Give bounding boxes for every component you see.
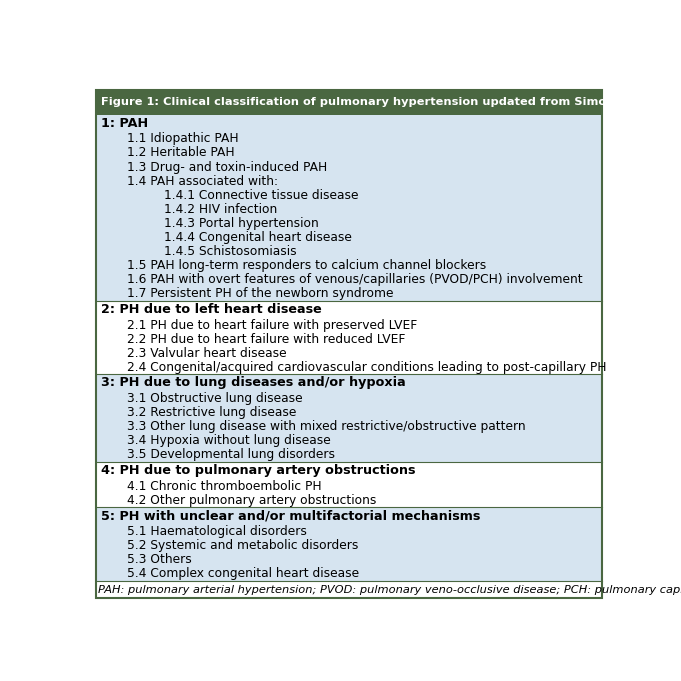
Text: 1.4.2 HIV infection: 1.4.2 HIV infection [164,203,278,216]
FancyBboxPatch shape [95,375,602,462]
Text: 1.4.1 Connective tissue disease: 1.4.1 Connective tissue disease [164,189,359,202]
Text: 3.5 Developmental lung disorders: 3.5 Developmental lung disorders [127,449,335,462]
Text: 1.4.4 Congenital heart disease: 1.4.4 Congenital heart disease [164,231,352,244]
FancyBboxPatch shape [95,462,602,507]
Text: 1.2 Heritable PAH: 1.2 Heritable PAH [127,146,235,159]
Text: 3.2 Restrictive lung disease: 3.2 Restrictive lung disease [127,406,297,419]
FancyBboxPatch shape [95,114,602,301]
Text: 1.4 PAH associated with:: 1.4 PAH associated with: [127,174,279,187]
Text: 5.3 Others: 5.3 Others [127,554,192,567]
Text: 2.2 PH due to heart failure with reduced LVEF: 2.2 PH due to heart failure with reduced… [127,332,406,346]
Text: 1.3 Drug- and toxin-induced PAH: 1.3 Drug- and toxin-induced PAH [127,161,328,174]
FancyBboxPatch shape [95,301,602,375]
Text: PAH: pulmonary arterial hypertension; PVOD: pulmonary veno-occlusive disease; PC: PAH: pulmonary arterial hypertension; PV… [98,584,681,595]
Text: 3: PH due to lung diseases and/or hypoxia: 3: PH due to lung diseases and/or hypoxi… [101,377,406,390]
Text: 4: PH due to pulmonary artery obstructions: 4: PH due to pulmonary artery obstructio… [101,464,415,477]
Text: 1.7 Persistent PH of the newborn syndrome: 1.7 Persistent PH of the newborn syndrom… [127,287,394,300]
Text: 1.6 PAH with overt features of venous/capillaries (PVOD/PCH) involvement: 1.6 PAH with overt features of venous/ca… [127,273,583,286]
Text: 2.4 Congenital/acquired cardiovascular conditions leading to post-capillary PH: 2.4 Congenital/acquired cardiovascular c… [127,361,607,374]
Text: 3.4 Hypoxia without lung disease: 3.4 Hypoxia without lung disease [127,434,331,447]
Text: 5.4 Complex congenital heart disease: 5.4 Complex congenital heart disease [127,567,360,580]
FancyBboxPatch shape [95,507,602,581]
Text: 5: PH with unclear and/or multifactorial mechanisms: 5: PH with unclear and/or multifactorial… [101,509,480,522]
Text: 5.1 Haematological disorders: 5.1 Haematological disorders [127,525,307,538]
Text: Figure 1: Clinical classification of pulmonary hypertension updated from Simonne: Figure 1: Clinical classification of pul… [101,97,681,107]
Text: 4.1 Chronic thromboembolic PH: 4.1 Chronic thromboembolic PH [127,480,322,493]
Text: 2: PH due to left heart disease: 2: PH due to left heart disease [101,303,321,316]
Text: 5.2 Systemic and metabolic disorders: 5.2 Systemic and metabolic disorders [127,539,359,552]
Text: 2.1 PH due to heart failure with preserved LVEF: 2.1 PH due to heart failure with preserv… [127,319,417,332]
FancyBboxPatch shape [95,90,602,114]
Text: 4.2 Other pulmonary artery obstructions: 4.2 Other pulmonary artery obstructions [127,494,377,507]
Text: 1: PAH: 1: PAH [101,116,148,129]
FancyBboxPatch shape [95,581,602,598]
Text: 1.5 PAH long-term responders to calcium channel blockers: 1.5 PAH long-term responders to calcium … [127,259,487,272]
Text: 1.4.5 Schistosomiasis: 1.4.5 Schistosomiasis [164,245,297,258]
Text: 2.3 Valvular heart disease: 2.3 Valvular heart disease [127,347,287,360]
Text: 1.1 Idiopathic PAH: 1.1 Idiopathic PAH [127,132,239,145]
Text: 1.4.3 Portal hypertension: 1.4.3 Portal hypertension [164,217,319,229]
Text: 3.3 Other lung disease with mixed restrictive/obstructive pattern: 3.3 Other lung disease with mixed restri… [127,420,526,433]
Text: 3.1 Obstructive lung disease: 3.1 Obstructive lung disease [127,392,303,405]
